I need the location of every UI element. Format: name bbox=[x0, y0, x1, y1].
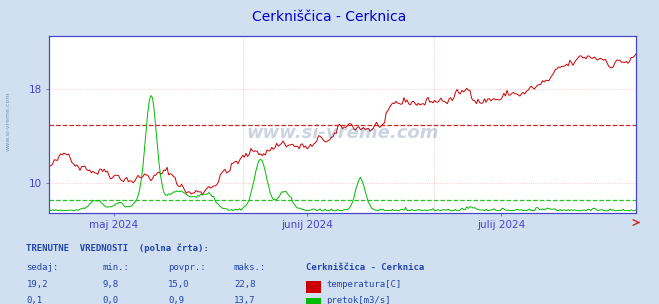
Text: 13,7: 13,7 bbox=[234, 296, 256, 304]
Text: 15,0: 15,0 bbox=[168, 280, 190, 289]
Text: min.:: min.: bbox=[102, 263, 129, 272]
Text: 19,2: 19,2 bbox=[26, 280, 48, 289]
Text: Cerkniščica - Cerknica: Cerkniščica - Cerknica bbox=[306, 263, 424, 272]
Text: 0,1: 0,1 bbox=[26, 296, 42, 304]
Text: pretok[m3/s]: pretok[m3/s] bbox=[326, 296, 391, 304]
Text: temperatura[C]: temperatura[C] bbox=[326, 280, 401, 289]
Text: www.si-vreme.com: www.si-vreme.com bbox=[246, 124, 439, 143]
Text: 0,9: 0,9 bbox=[168, 296, 184, 304]
Text: 22,8: 22,8 bbox=[234, 280, 256, 289]
Text: 0,0: 0,0 bbox=[102, 296, 118, 304]
Text: TRENUTNE  VREDNOSTI  (polna črta):: TRENUTNE VREDNOSTI (polna črta): bbox=[26, 243, 209, 253]
Text: www.si-vreme.com: www.si-vreme.com bbox=[5, 92, 11, 151]
Text: sedaj:: sedaj: bbox=[26, 263, 59, 272]
Text: maks.:: maks.: bbox=[234, 263, 266, 272]
Text: povpr.:: povpr.: bbox=[168, 263, 206, 272]
Text: 9,8: 9,8 bbox=[102, 280, 118, 289]
Text: Cerkniščica - Cerknica: Cerkniščica - Cerknica bbox=[252, 10, 407, 24]
